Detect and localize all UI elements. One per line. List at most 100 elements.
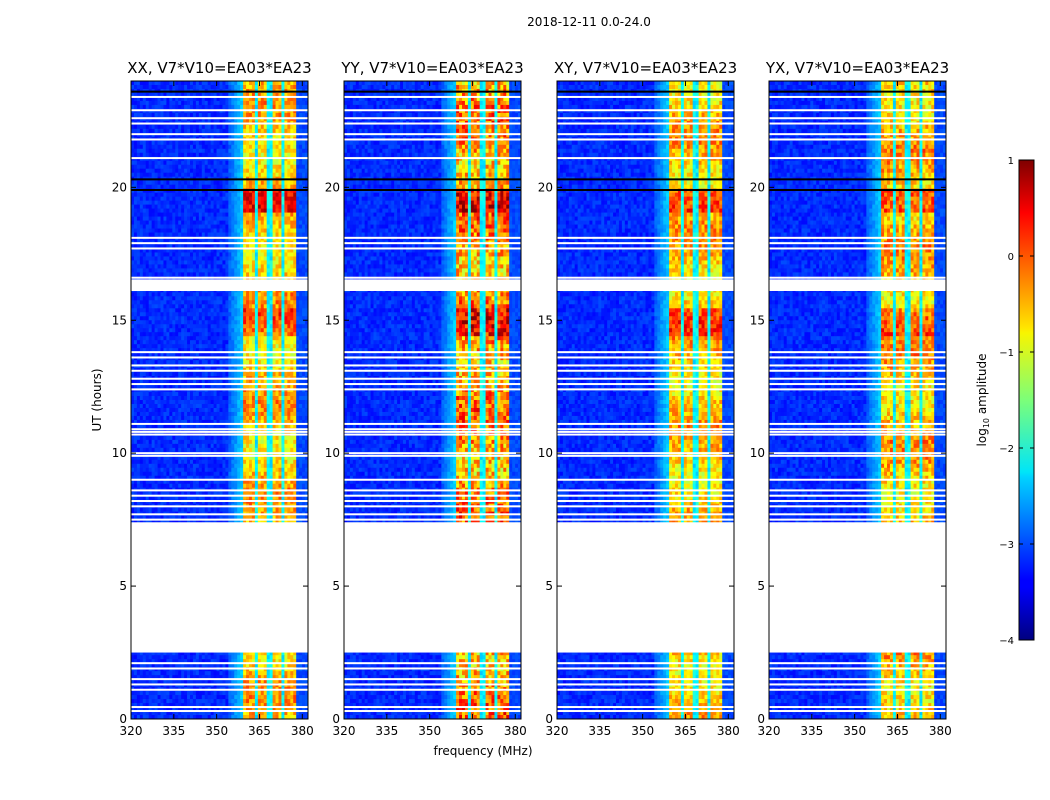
heatmap-cell xyxy=(175,164,179,170)
heatmap-cell xyxy=(222,84,226,90)
heatmap-cell xyxy=(272,160,276,166)
heatmap-cell xyxy=(154,164,158,170)
heatmap-cell xyxy=(198,308,203,313)
heatmap-cell xyxy=(251,180,256,186)
heatmap-cell xyxy=(213,396,217,401)
heatmap-cell xyxy=(166,268,170,273)
heatmap-cell xyxy=(178,104,182,110)
heatmap-cell xyxy=(207,332,212,337)
heatmap-cell xyxy=(184,180,188,186)
heatmap-cell xyxy=(131,360,135,365)
heatmap-cell xyxy=(151,160,155,166)
heatmap-cell xyxy=(145,380,150,385)
heatmap-cell xyxy=(234,180,238,186)
heatmap-cell xyxy=(281,272,285,277)
heatmap-cell xyxy=(281,256,285,261)
heatmap-cell xyxy=(293,148,297,154)
heatmap-cell xyxy=(142,144,147,150)
heatmap-cell xyxy=(178,172,182,178)
heatmap-cell xyxy=(281,172,285,178)
heatmap-cell xyxy=(296,264,300,269)
heatmap-cell xyxy=(175,148,179,154)
heatmap-cell xyxy=(207,272,212,277)
heatmap-cell xyxy=(302,407,306,413)
heatmap-cell xyxy=(204,304,209,309)
heatmap-cell xyxy=(251,324,256,329)
heatmap-cell xyxy=(290,407,294,413)
heatmap-cell xyxy=(222,208,226,213)
heatmap-cell xyxy=(142,180,147,186)
heatmap-cell xyxy=(257,407,262,413)
heatmap-cell xyxy=(305,208,308,213)
heatmap-cell xyxy=(207,260,212,265)
heatmap-cell xyxy=(148,204,153,209)
heatmap-cell xyxy=(210,148,214,154)
heatmap-cell xyxy=(198,196,203,202)
heatmap-cell xyxy=(225,144,229,150)
heatmap-cell xyxy=(243,212,247,217)
heatmap-cell xyxy=(145,212,150,217)
heatmap-cell xyxy=(148,272,153,277)
heatmap-cell xyxy=(278,304,282,309)
heatmap-cell xyxy=(254,320,259,325)
heatmap-cell xyxy=(163,348,167,353)
heatmap-cell xyxy=(190,308,194,313)
heatmap-cell xyxy=(198,184,203,190)
heatmap-cell xyxy=(157,392,161,397)
heatmap-cell xyxy=(142,308,147,313)
heatmap-cell xyxy=(281,312,285,317)
heatmap-cell xyxy=(222,344,226,349)
heatmap-cell xyxy=(163,344,167,349)
heatmap-cell xyxy=(305,228,308,233)
heatmap-cell xyxy=(157,184,161,190)
heatmap-cell xyxy=(260,96,265,102)
heatmap-cell xyxy=(234,312,238,317)
heatmap-cell xyxy=(228,336,232,341)
heatmap-cell xyxy=(139,172,144,178)
heatmap-cell xyxy=(251,320,256,325)
heatmap-cell xyxy=(287,196,291,202)
heatmap-cell xyxy=(157,212,161,217)
heatmap-cell xyxy=(190,152,194,158)
heatmap-cell xyxy=(178,312,182,317)
heatmap-cell xyxy=(190,184,194,190)
heatmap-cell xyxy=(293,192,297,198)
heatmap-cell xyxy=(198,332,203,337)
heatmap-cell xyxy=(222,340,226,345)
heatmap-cell xyxy=(204,252,209,257)
heatmap-cell xyxy=(231,144,235,150)
heatmap-cell xyxy=(142,332,147,337)
heatmap-cell xyxy=(192,316,197,321)
heatmap-cell xyxy=(175,168,179,174)
heatmap-cell xyxy=(187,208,191,213)
heatmap-cell xyxy=(172,272,176,277)
heatmap-cell xyxy=(154,160,158,166)
heatmap-cell xyxy=(192,324,197,329)
heatmap-cell xyxy=(154,407,158,413)
heatmap-cell xyxy=(190,144,194,150)
heatmap-cell xyxy=(190,172,194,178)
heatmap-cell xyxy=(287,312,291,317)
heatmap-cell xyxy=(166,332,170,337)
heatmap-cell xyxy=(154,340,158,345)
heatmap-cell xyxy=(240,312,244,317)
heatmap-cell xyxy=(172,196,176,202)
heatmap-cell xyxy=(219,172,223,178)
heatmap-cell xyxy=(160,100,164,106)
heatmap-cell xyxy=(198,324,203,329)
heatmap-cell xyxy=(187,196,191,202)
heatmap-cell xyxy=(296,304,300,309)
heatmap-cell xyxy=(207,244,212,249)
heatmap-cell xyxy=(287,228,291,233)
heatmap-cell xyxy=(266,144,271,150)
heatmap-cell xyxy=(151,144,155,150)
heatmap-cell xyxy=(240,403,244,409)
heatmap-cell xyxy=(257,372,262,377)
heatmap-cell xyxy=(169,360,173,365)
heatmap-cell xyxy=(302,324,306,329)
heatmap-cell xyxy=(243,308,247,313)
heatmap-cell xyxy=(131,144,135,150)
heatmap-cell xyxy=(257,192,262,198)
heatmap-cell xyxy=(246,300,250,305)
heatmap-cell xyxy=(305,112,308,118)
